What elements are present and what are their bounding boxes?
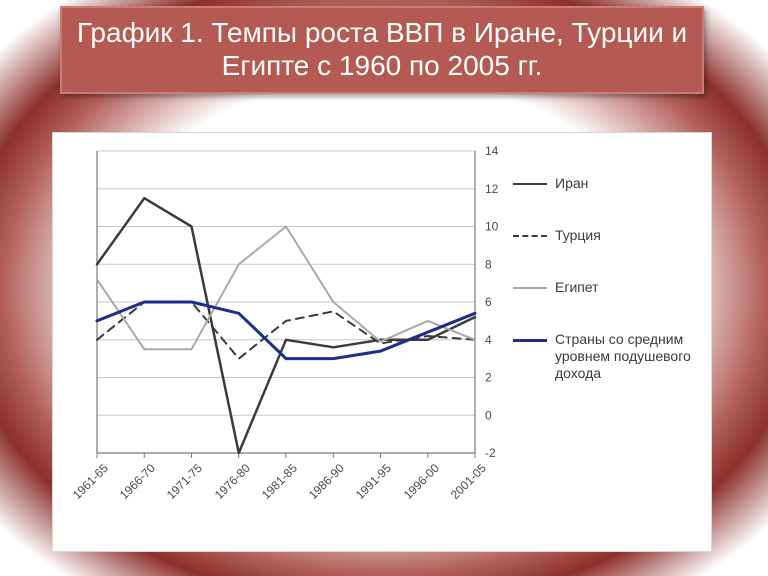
legend-swatch	[513, 339, 547, 342]
y-tick-label: 0	[485, 408, 492, 422]
legend-label: Страны со средним уровнем подушевого дох…	[555, 331, 693, 381]
legend-label: Турция	[555, 227, 693, 244]
legend-label: Египет	[555, 279, 693, 296]
legend-swatch	[513, 287, 547, 289]
legend-swatch	[513, 183, 547, 185]
legend-item: Страны со средним уровнем подушевого дох…	[513, 331, 693, 381]
legend-swatch	[513, 235, 547, 237]
chart-title: График 1. Темпы роста ВВП в Иране, Турци…	[77, 17, 687, 81]
chart-title-box: График 1. Темпы роста ВВП в Иране, Турци…	[60, 6, 704, 94]
y-tick-label: 10	[485, 220, 499, 234]
y-tick-label: 8	[485, 257, 492, 271]
legend-item: Египет	[513, 279, 693, 296]
series-line	[97, 227, 475, 350]
y-tick-label: -2	[485, 446, 496, 460]
slide: График 1. Темпы роста ВВП в Иране, Турци…	[0, 0, 768, 576]
legend-item: Иран	[513, 175, 693, 192]
chart-container: -202468101214 1961-651966-701971-751976-…	[52, 132, 712, 552]
y-tick-label: 12	[485, 182, 499, 196]
y-tick-label: 14	[485, 144, 499, 158]
y-tick-label: 6	[485, 295, 492, 309]
y-tick-label: 2	[485, 371, 492, 385]
legend-item: Турция	[513, 227, 693, 244]
y-tick-label: 4	[485, 333, 492, 347]
legend-label: Иран	[555, 175, 693, 192]
